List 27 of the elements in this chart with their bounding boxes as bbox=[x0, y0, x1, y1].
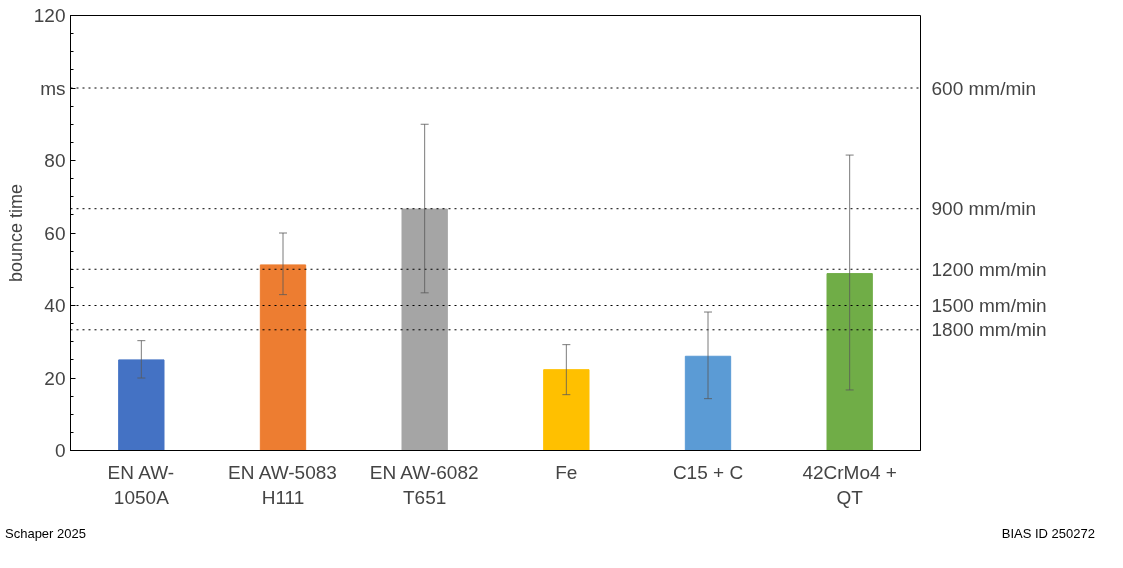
x-tick-label: C15 + C bbox=[672, 461, 744, 483]
bar bbox=[543, 369, 590, 451]
y-tick-label: ms bbox=[40, 77, 66, 99]
y-axis-title: bounce time bbox=[5, 183, 26, 283]
ref-line-label: 1200 mm/min bbox=[931, 258, 1047, 280]
text: Schaper 2025 bbox=[5, 525, 86, 543]
ref-line-label: 1800 mm/min bbox=[931, 319, 1047, 341]
ref-line-label: 600 mm/min bbox=[931, 77, 1037, 99]
y-tick-label: 60 bbox=[44, 222, 66, 244]
y-tick-label: 0 bbox=[54, 440, 66, 461]
x-tick-label: 42CrMo4 + QT bbox=[802, 461, 897, 508]
bar bbox=[259, 264, 307, 451]
x-tick-label: EN AW- 1050A bbox=[107, 461, 175, 508]
x-tick-label: Fe bbox=[555, 461, 578, 483]
y-tick-label: 80 bbox=[44, 150, 66, 171]
bar bbox=[826, 273, 873, 451]
ref-line-label: 900 mm/min bbox=[931, 198, 1037, 220]
y-tick-label: 120 bbox=[33, 5, 66, 26]
bar bbox=[684, 355, 732, 451]
y-tick-label: 40 bbox=[44, 295, 66, 316]
ref-line-label: 1500 mm/min bbox=[931, 295, 1047, 316]
text: BIAS ID 250272 bbox=[1001, 525, 1095, 543]
bar bbox=[118, 359, 165, 451]
x-tick-label: EN AW-6082 T651 bbox=[369, 461, 479, 508]
bar bbox=[401, 208, 448, 451]
x-tick-label: EN AW-5083 H111 bbox=[228, 461, 337, 508]
y-tick-label: 20 bbox=[44, 367, 66, 389]
